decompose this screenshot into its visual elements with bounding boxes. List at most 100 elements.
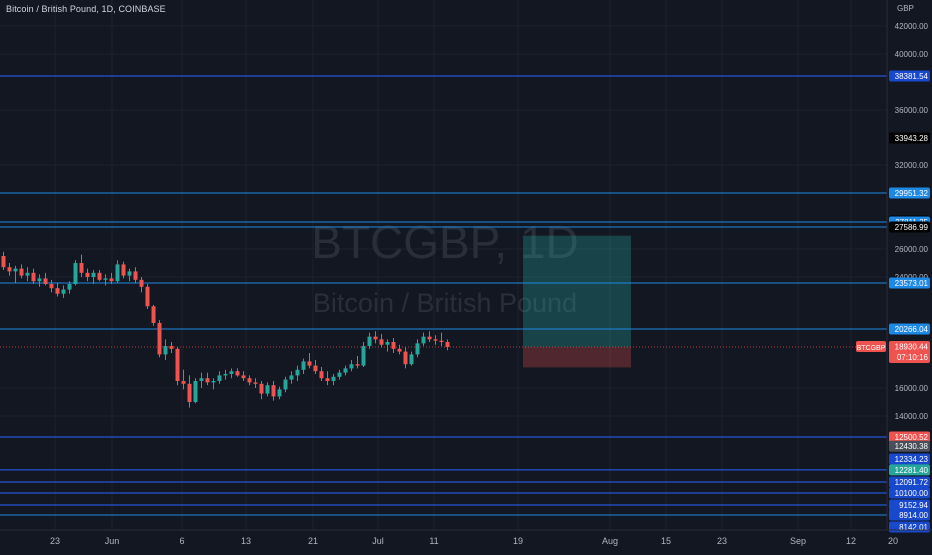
- candle-body-down: [439, 340, 444, 343]
- candle-body-up: [295, 369, 300, 376]
- candle-body-down: [19, 268, 24, 276]
- last-price-label: 18930.44: [895, 343, 929, 352]
- price-level-label: 23573.01: [895, 279, 929, 288]
- bar-countdown-label: 07:10:16: [897, 353, 929, 362]
- price-level-label-background: [889, 70, 930, 82]
- candle-body-down: [271, 385, 276, 397]
- candle-body-up: [289, 375, 294, 380]
- candle-body-down: [145, 286, 150, 307]
- price-level-label-background: [889, 431, 930, 443]
- watermark-name: Bitcoin / British Pound: [313, 288, 577, 318]
- time-tick-label: 20: [888, 536, 898, 546]
- candle-body-down: [43, 278, 48, 285]
- candle-body-up: [73, 263, 78, 285]
- price-level-label: 8914.00: [899, 511, 928, 520]
- candle-body-down: [235, 371, 240, 376]
- price-level-label: 38381.54: [895, 72, 929, 81]
- time-tick-label: Jun: [105, 536, 120, 546]
- time-tick-label: Aug: [602, 536, 618, 546]
- candle-body-up: [211, 381, 216, 383]
- position-tool[interactable]: [523, 235, 631, 368]
- price-level-label-background: [889, 323, 930, 335]
- candle-body-down: [241, 375, 246, 379]
- price-level-label: 8142.01: [899, 523, 928, 532]
- candle-body-down: [259, 383, 264, 394]
- candle-body-up: [91, 272, 96, 278]
- symbol-title[interactable]: Bitcoin / British Pound, 1D, COINBASE: [6, 4, 166, 14]
- position-profit-zone: [523, 235, 631, 347]
- candle-body-up: [277, 389, 282, 397]
- candle-body-up: [265, 385, 270, 394]
- candle-body-up: [421, 336, 426, 344]
- price-axis[interactable]: GBP 14000.0016000.0024000.0026000.003200…: [886, 0, 930, 533]
- price-level-label: 12091.72: [895, 478, 929, 487]
- candle-body-down: [133, 271, 138, 280]
- price-level-label-background: [889, 464, 930, 476]
- candle-body-down: [373, 336, 378, 340]
- candle-body-up: [217, 375, 222, 382]
- candle-body-down: [181, 381, 186, 384]
- price-level-label-background: [889, 509, 930, 521]
- candle-body-up: [301, 361, 306, 370]
- candle-body-down: [121, 264, 126, 276]
- candle-body-up: [193, 381, 198, 402]
- candle-body-down: [85, 272, 90, 278]
- candle-body-up: [25, 272, 30, 276]
- price-level-label-background: [889, 187, 930, 199]
- candle-body-up: [163, 346, 168, 355]
- candle-body-down: [157, 322, 162, 355]
- price-level-label: 12430.38: [895, 442, 929, 451]
- candle-body-down: [313, 365, 318, 372]
- time-axis[interactable]: 23 Jun 6 13 21 Jul 11 19 Aug 15 23 Sep 12 20: [0, 529, 932, 546]
- candle-body-up: [37, 278, 42, 282]
- price-level-label: 29951.32: [895, 189, 929, 198]
- price-tick-label: 42000.00: [895, 22, 929, 31]
- candle-body-up: [409, 354, 414, 365]
- price-level-label-background: [889, 132, 930, 144]
- candle-body-down: [427, 336, 432, 340]
- time-tick-label: 19: [513, 536, 523, 546]
- candle-body-up: [61, 289, 66, 294]
- time-tick-label: Sep: [790, 536, 806, 546]
- candle-body-up: [115, 264, 120, 282]
- price-level-label-background: [889, 476, 930, 488]
- candle-body-up: [337, 372, 342, 377]
- candle-body-down: [253, 382, 258, 384]
- candle-body-down: [79, 263, 84, 273]
- price-level-label: 33943.28: [895, 134, 929, 143]
- candle-body-down: [7, 267, 12, 272]
- price-level-label: 20266.04: [895, 325, 929, 334]
- price-level-label: 12281.40: [895, 466, 929, 475]
- candle-body-down: [1, 256, 6, 268]
- candle-body-down: [379, 339, 384, 345]
- time-tick-label: 23: [717, 536, 727, 546]
- price-level-label: 9152.94: [899, 501, 928, 510]
- candle-body-down: [397, 348, 402, 352]
- candle-body-up: [367, 336, 372, 347]
- candle-body-down: [391, 342, 396, 349]
- time-tick-label: 15: [661, 536, 671, 546]
- price-level-label: 27586.99: [895, 223, 929, 232]
- candle-body-down: [445, 342, 450, 347]
- candle-body-up: [283, 379, 288, 390]
- candle-body-up: [385, 342, 390, 345]
- price-level-label: 10100.00: [895, 489, 929, 498]
- candle-body-up: [343, 368, 348, 373]
- candle-body-up: [361, 346, 366, 366]
- watermark-symbol: BTCGBP, 1D: [311, 216, 579, 268]
- horizontal-level-lines[interactable]: [0, 75, 887, 516]
- time-tick-label: 12: [846, 536, 856, 546]
- time-tick-label: 23: [50, 536, 60, 546]
- price-level-label: 12500.52: [895, 433, 929, 442]
- price-tick-label: 16000.00: [895, 384, 929, 393]
- candle-body-down: [139, 279, 144, 287]
- price-tick-label: 32000.00: [895, 161, 929, 170]
- position-loss-zone: [523, 347, 631, 368]
- time-tick-label: 6: [179, 536, 184, 546]
- candle-body-up: [127, 271, 132, 276]
- candle-body-down: [187, 383, 192, 402]
- price-level-label-background: [889, 487, 930, 499]
- candle-body-down: [433, 339, 438, 341]
